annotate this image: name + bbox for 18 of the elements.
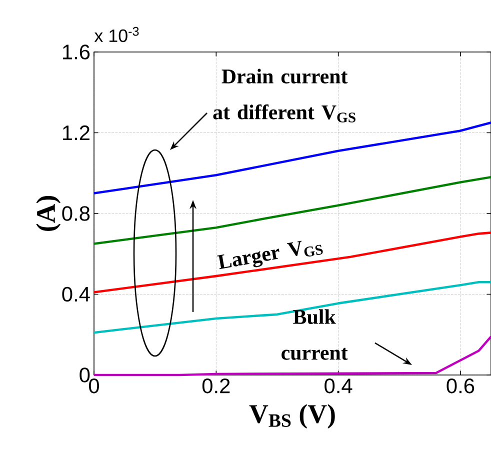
line-series [92,335,491,376]
annotation: Larger V$_{GS}$ [217,240,323,270]
y-tick-label: 0 [80,368,90,382]
annotation: Drain current at different V$_{GS}$ [213,68,356,122]
line-series [92,122,491,194]
text: x 10$^{-3}$ [94,26,139,42]
y-tick-label: 0.4 [62,286,90,302]
x-tick-label: 0.4 [324,378,352,394]
y-tick-label: 1.2 [63,125,90,140]
x-tick-label: 0.2 [202,378,230,394]
y-tick-label: 1.6 [63,44,90,60]
annotation: Bulk current [282,309,348,360]
y-axis-title: (A) [36,196,61,231]
y-tick-label: 0.8 [62,206,90,221]
x-tick-label: 0.6 [446,378,474,394]
line-series [92,280,491,334]
line-series [92,232,491,294]
x-axis-title: V$_{BS}$ (V) [249,404,335,429]
